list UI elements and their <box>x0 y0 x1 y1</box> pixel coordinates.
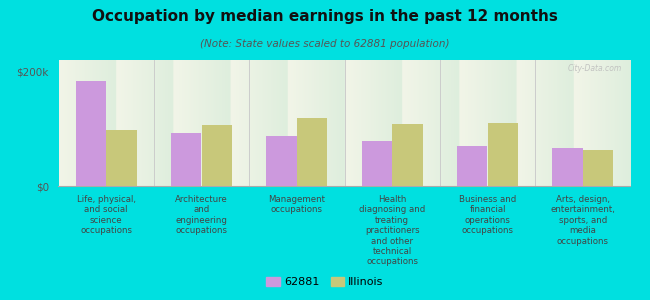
Bar <box>583 150 614 186</box>
Bar <box>297 118 328 186</box>
Bar <box>457 146 488 186</box>
Bar <box>392 124 422 186</box>
Bar <box>266 136 297 186</box>
Legend: 62881, Illinois: 62881, Illinois <box>262 272 388 291</box>
Bar <box>488 123 518 186</box>
Text: Occupation by median earnings in the past 12 months: Occupation by median earnings in the pas… <box>92 9 558 24</box>
Bar <box>106 130 136 186</box>
Bar <box>202 125 232 186</box>
Text: (Note: State values scaled to 62881 population): (Note: State values scaled to 62881 popu… <box>200 39 450 49</box>
Bar <box>75 81 106 186</box>
Text: City-Data.com: City-Data.com <box>567 64 622 73</box>
Bar <box>552 148 583 186</box>
Bar <box>361 141 392 186</box>
Bar <box>171 133 202 186</box>
